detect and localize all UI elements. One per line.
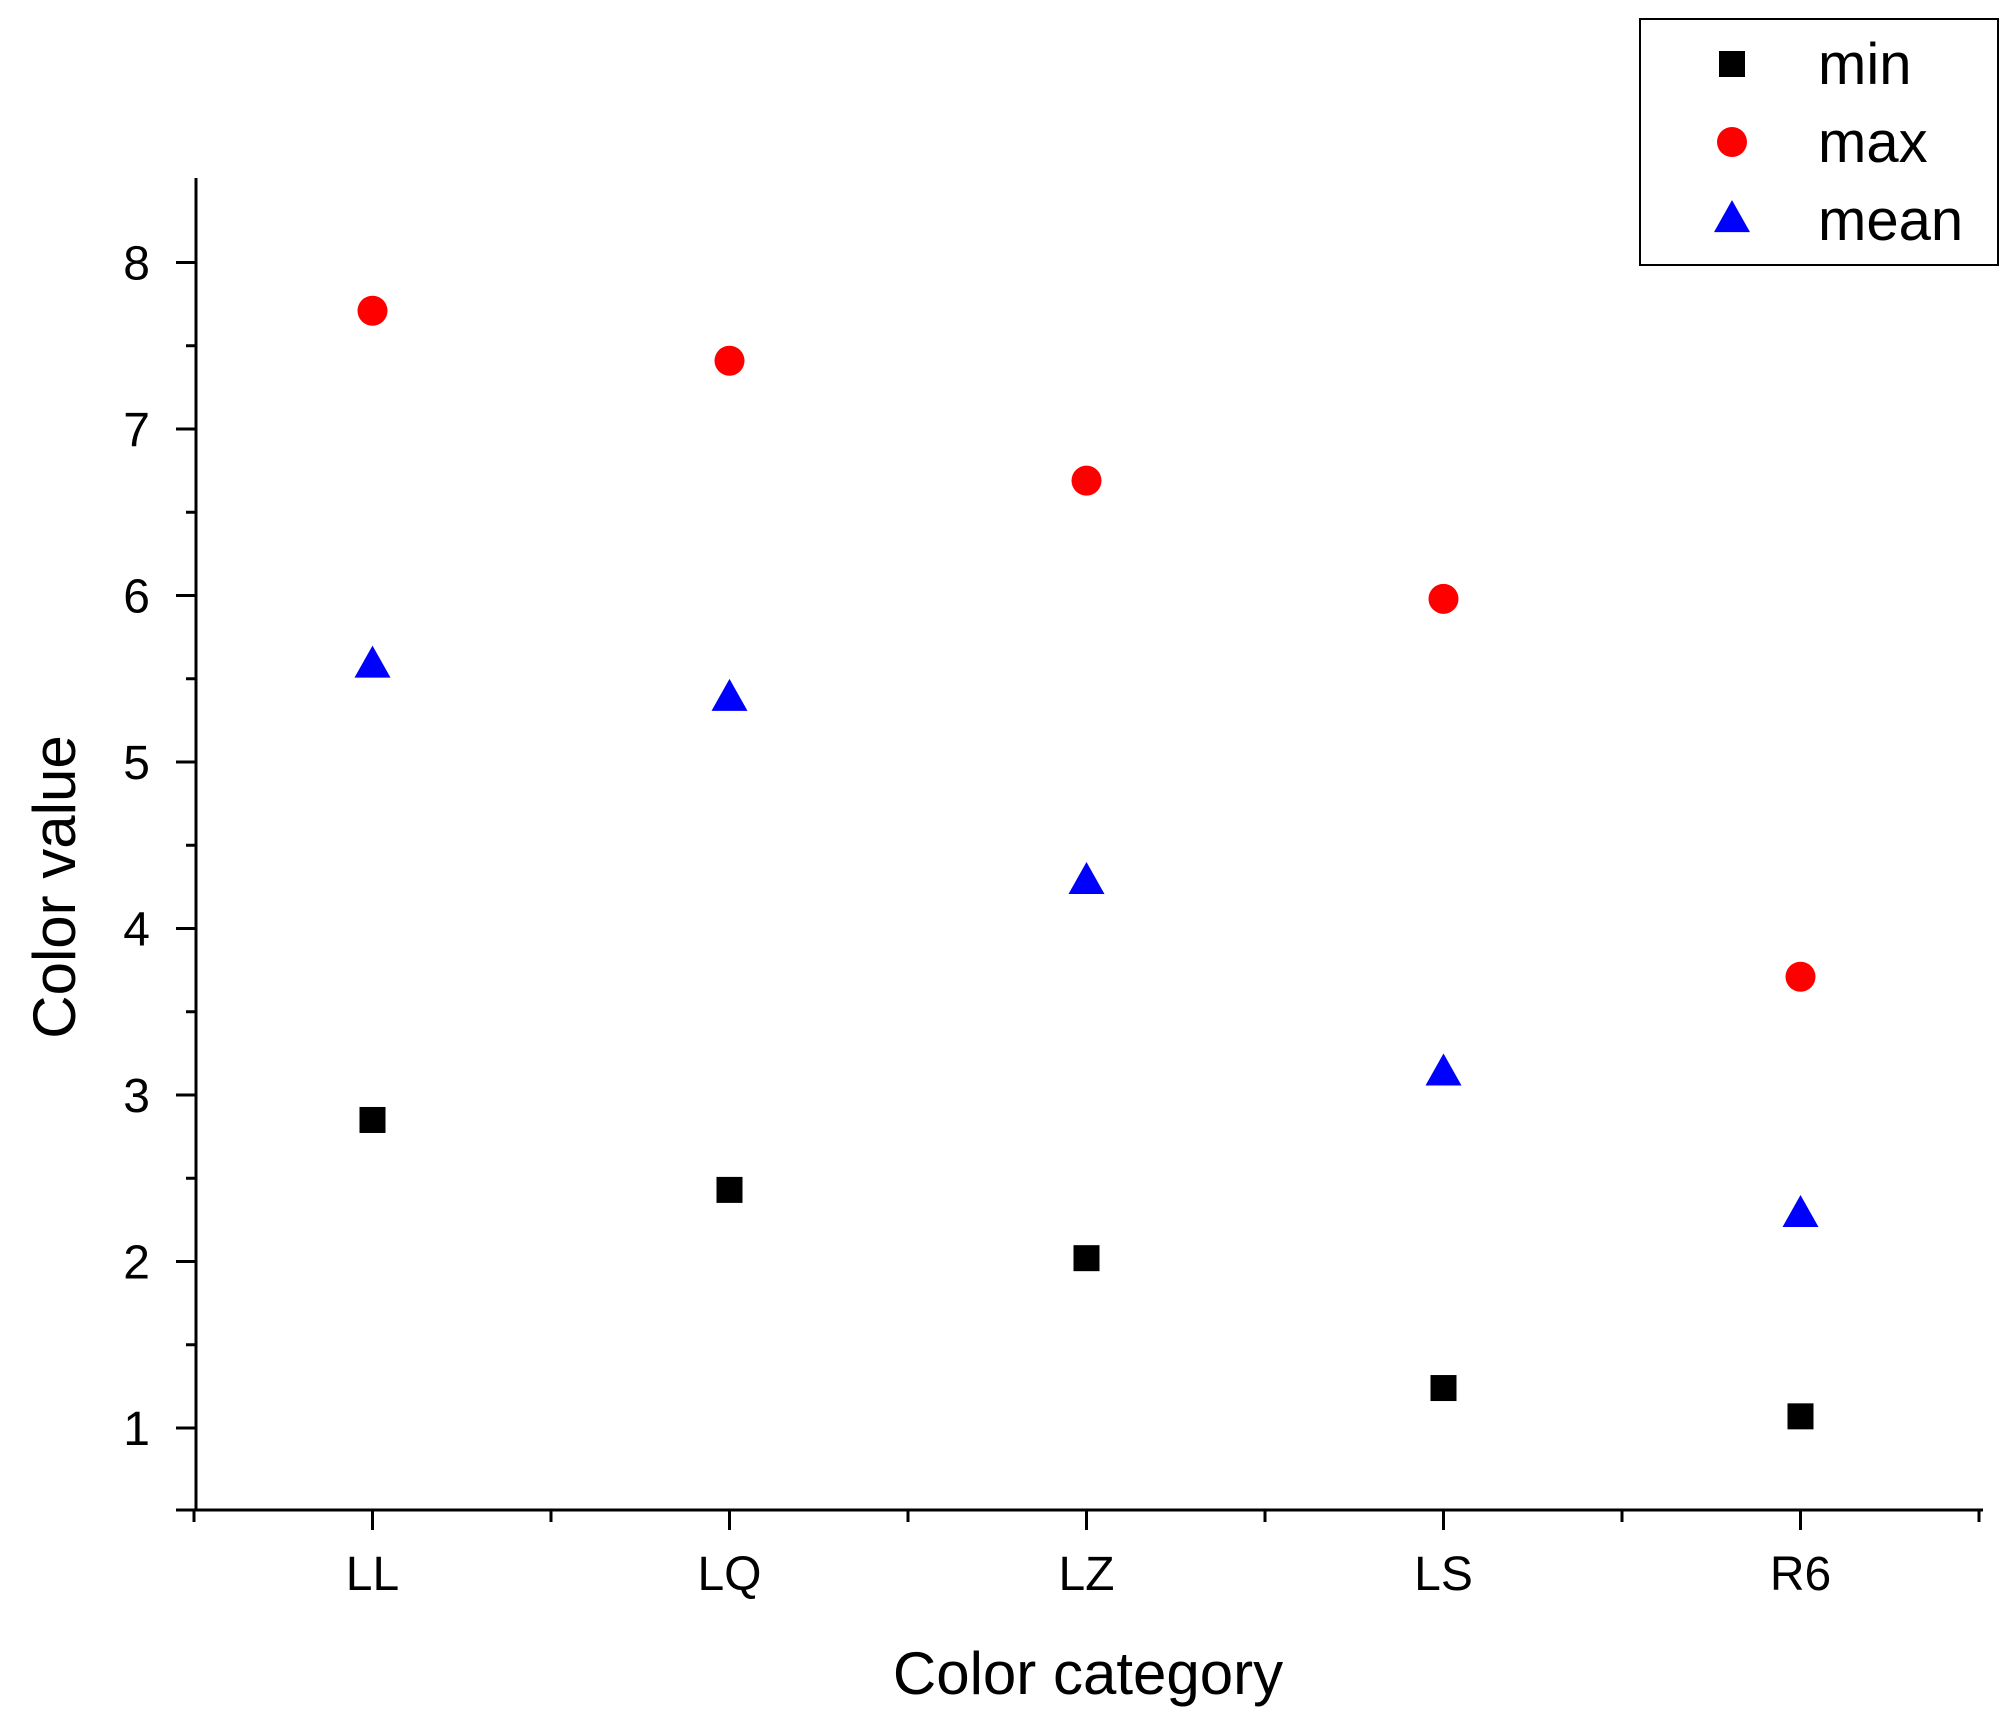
mean-point	[1068, 862, 1105, 895]
y-tick-label: 1	[123, 1403, 150, 1456]
x-tick-label: R6	[1770, 1548, 1831, 1601]
legend: min max mean	[1639, 18, 1999, 266]
min-point	[1787, 1403, 1814, 1430]
legend-marker-min	[1719, 51, 1745, 77]
y-ticks: 1 2 3 4 5 6 7 8	[123, 238, 196, 1456]
mean-point	[1425, 1053, 1462, 1086]
series-min	[359, 1106, 1814, 1430]
max-point	[714, 345, 745, 376]
y-tick-label: 8	[123, 238, 150, 291]
max-point	[357, 295, 388, 326]
min-point	[716, 1176, 743, 1203]
max-point	[1428, 583, 1459, 614]
mean-point	[1782, 1195, 1819, 1228]
y-tick-label: 6	[123, 571, 150, 624]
x-tick-label: LZ	[1058, 1548, 1114, 1601]
legend-label-max: max	[1818, 110, 1928, 175]
series-mean	[354, 645, 1819, 1228]
max-point	[1785, 961, 1816, 992]
axes	[176, 178, 1983, 1512]
min-point	[359, 1106, 386, 1133]
x-tick-label: LL	[346, 1548, 399, 1601]
y-tick-label: 2	[123, 1237, 150, 1290]
mean-point	[354, 645, 391, 678]
legend-marker-mean	[1714, 200, 1750, 233]
series-max	[357, 295, 1816, 992]
mean-point	[711, 678, 748, 711]
legend-label-mean: mean	[1818, 188, 1963, 253]
y-tick-label: 4	[123, 904, 150, 957]
data-marks	[354, 295, 1819, 1430]
legend-box	[1639, 18, 1999, 266]
x-tick-label: LQ	[697, 1548, 761, 1601]
y-axis-title: Color value	[21, 735, 88, 1039]
x-axis-title: Color category	[893, 1640, 1283, 1707]
x-tick-label: LS	[1414, 1548, 1473, 1601]
y-tick-label: 7	[123, 404, 150, 457]
y-tick-label: 3	[123, 1070, 150, 1123]
y-tick-label: 5	[123, 737, 150, 790]
legend-label-min: min	[1818, 32, 1911, 97]
max-point	[1071, 465, 1102, 496]
x-ticks: LL LQ LZ LS R6	[192, 1510, 1981, 1601]
min-point	[1073, 1245, 1100, 1272]
legend-marker-max	[1717, 127, 1747, 157]
min-point	[1430, 1375, 1457, 1402]
